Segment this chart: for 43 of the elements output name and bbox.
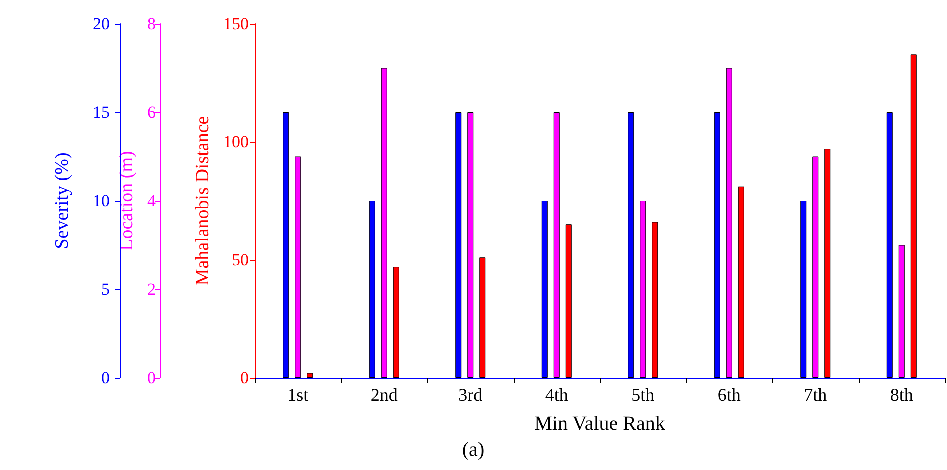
bar <box>910 54 917 378</box>
y2-tick-label: 6 <box>148 103 156 122</box>
y-tick-label: 50 <box>232 250 249 270</box>
y3-tick-label: 15 <box>93 103 110 122</box>
bar <box>393 267 400 378</box>
y-tick-label: 100 <box>224 132 249 152</box>
x-tick-label: 3rd <box>458 385 483 405</box>
y2-axis-title: Location (m) <box>116 151 138 251</box>
text: (a) <box>462 439 485 461</box>
bar <box>898 245 905 378</box>
x-tick-label: 2nd <box>370 385 398 405</box>
bar <box>307 373 314 378</box>
x-tick-label: 5th <box>632 385 655 405</box>
y2-tick-label: 2 <box>148 280 156 299</box>
y2-tick-label: 8 <box>148 14 156 34</box>
bar <box>652 222 658 378</box>
x-tick-label: 6th <box>718 385 741 405</box>
y2-tick-label: 4 <box>148 192 156 210</box>
bar <box>738 186 744 378</box>
bar <box>295 156 302 378</box>
y-tick-label: 0 <box>240 368 249 388</box>
y3-tick-label: 10 <box>93 192 110 210</box>
bar <box>480 258 486 378</box>
x-axis-title: Min Value Rank <box>534 413 666 435</box>
x-tick-label: 4th <box>545 385 568 405</box>
y-axis-title: Mahalanobis Distance <box>192 116 214 286</box>
bar <box>381 68 388 378</box>
y3-tick-label: 0 <box>102 368 110 388</box>
x-tick-label: 7th <box>804 385 828 405</box>
x-tick-label: 8th <box>890 385 914 405</box>
y3-tick-label: 5 <box>102 280 110 299</box>
bar <box>812 156 819 378</box>
y2-tick-label: 0 <box>148 368 156 388</box>
bar <box>468 112 474 378</box>
x-tick-label: 1st <box>288 385 309 405</box>
bar <box>824 149 831 378</box>
y3-tick-label: 20 <box>93 14 110 34</box>
bar <box>726 68 732 378</box>
bar <box>640 201 646 378</box>
bar <box>566 224 572 378</box>
y-tick-label: 150 <box>224 14 249 34</box>
bar <box>554 112 560 378</box>
y3-axis-title: Severity (%) <box>52 152 73 250</box>
